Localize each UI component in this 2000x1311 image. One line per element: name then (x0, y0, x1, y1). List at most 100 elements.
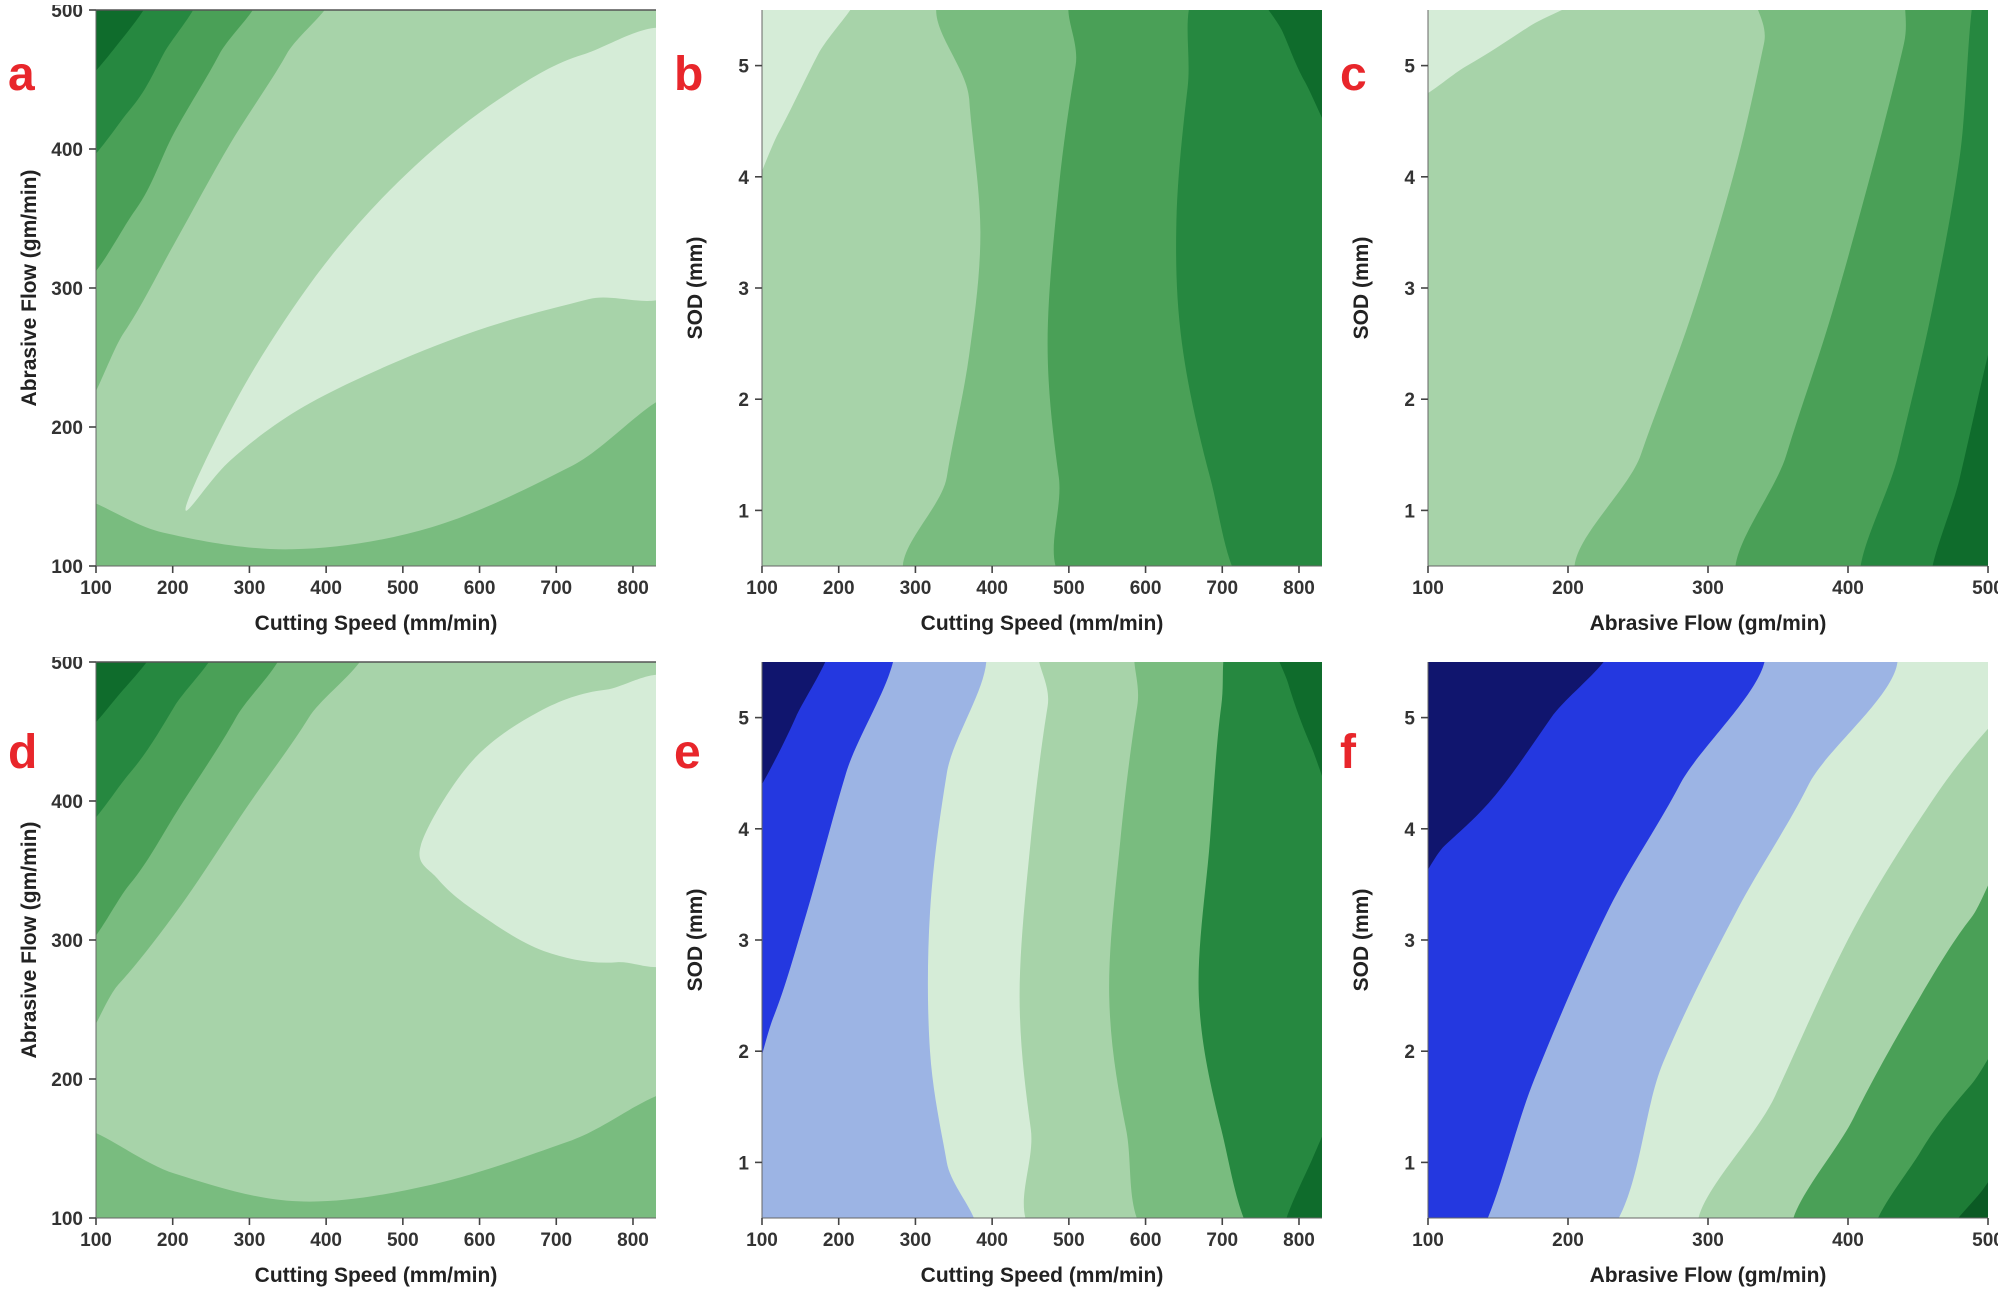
x-tick-label: 800 (617, 1230, 649, 1251)
x-axis-title: Abrasive Flow (gm/min) (1590, 612, 1827, 635)
y-axis-title: Abrasive Flow (gm/min) (18, 822, 41, 1059)
x-tick-label: 200 (823, 578, 855, 599)
x-tick-label: 100 (746, 1230, 778, 1251)
y-axis-title: SOD (mm) (684, 889, 707, 992)
panel-label-d: d (8, 726, 38, 779)
x-tick-label: 500 (387, 578, 419, 599)
contour-band (96, 402, 656, 566)
x-tick-label: 300 (900, 1230, 932, 1251)
band-group (1428, 10, 1988, 566)
x-tick-label: 600 (464, 1230, 496, 1251)
contour-band (1428, 10, 1562, 94)
y-tick-label: 4 (738, 820, 749, 841)
band-group (96, 10, 656, 566)
y-tick-label: 300 (51, 931, 83, 952)
y-tick-label: 3 (738, 279, 749, 300)
y-tick-label: 500 (51, 5, 83, 22)
x-tick-label: 600 (464, 578, 496, 599)
y-tick-label: 4 (738, 168, 749, 189)
x-tick-label: 800 (1283, 578, 1315, 599)
panel-c: c 100 200 300 400 500 1 2 3 4 5 Abrasive Flow (gm/… (1332, 5, 1998, 657)
contour-plot-b: 100 200 300 400 500 600 700 800 1 2 3 4 5 Cutting Spe… (684, 10, 1322, 635)
contour-plot-e: 100 200 300 400 500 600 700 800 1 2 3 4 5 Cutting Spe… (684, 662, 1322, 1287)
y-tick-label: 5 (1404, 709, 1415, 730)
x-axis-title: Cutting Speed (mm/min) (255, 612, 498, 635)
y-tick-label: 5 (738, 57, 749, 78)
contour-plot-f: 100 200 300 400 500 1 2 3 4 5 Abrasive Flow (gm/mi… (1350, 662, 1998, 1287)
y-tick-label: 400 (51, 140, 83, 161)
x-tick-label: 400 (1832, 578, 1864, 599)
panel-label-f: f (1340, 726, 1356, 779)
x-tick-label: 700 (1206, 578, 1238, 599)
x-tick-label: 300 (234, 1230, 266, 1251)
contour-band (185, 27, 656, 511)
x-tick-label: 300 (1692, 1230, 1724, 1251)
y-tick-label: 1 (1404, 1153, 1415, 1174)
panel-b: b 100 200 300 400 500 600 700 800 1 2 3 4 5 Cutting S… (666, 5, 1332, 657)
y-tick-label: 500 (51, 657, 83, 674)
panel-d: d 100 200 300 400 500 600 700 800 100 200 300 400 50… (0, 657, 666, 1309)
y-tick-label: 4 (1404, 820, 1415, 841)
y-tick-label: 300 (51, 279, 83, 300)
x-tick-label: 200 (157, 578, 189, 599)
band-group (96, 662, 656, 1218)
x-tick-label: 500 (1053, 1230, 1085, 1251)
contour-band (762, 662, 893, 1056)
x-tick-label: 200 (823, 1230, 855, 1251)
x-tick-label: 400 (976, 1230, 1008, 1251)
x-tick-label: 500 (1053, 578, 1085, 599)
x-tick-label: 800 (1283, 1230, 1315, 1251)
x-tick-label: 200 (157, 1230, 189, 1251)
contour-band (96, 662, 147, 723)
contour-band (762, 10, 851, 172)
y-tick-label: 1 (738, 501, 749, 522)
x-tick-label: 400 (310, 578, 342, 599)
x-tick-label: 100 (1412, 578, 1444, 599)
y-tick-label: 3 (1404, 279, 1415, 300)
contour-band (1932, 354, 1988, 566)
panel-label-c: c (1340, 48, 1367, 101)
panel-f: f 100 200 300 400 500 1 2 3 4 5 Abrasive Flow (gm/… (1332, 657, 1998, 1309)
x-tick-label: 400 (1832, 1230, 1864, 1251)
panel-grid: a 100 200 300 400 500 600 700 800 100 200 300 400 50… (0, 5, 2000, 1309)
y-tick-label: 200 (51, 1070, 83, 1091)
y-axis-title: SOD (mm) (1350, 889, 1373, 992)
x-tick-label: 500 (1972, 1230, 1998, 1251)
contour-band (1428, 662, 1604, 870)
contour-band (1878, 1059, 1988, 1218)
x-axis-title: Cutting Speed (mm/min) (255, 1264, 498, 1287)
contour-band (762, 662, 826, 785)
x-tick-label: 200 (1552, 1230, 1584, 1251)
y-tick-label: 1 (1404, 501, 1415, 522)
y-tick-label: 2 (1404, 1042, 1415, 1063)
panel-label-a: a (8, 48, 35, 101)
x-tick-label: 300 (234, 578, 266, 599)
contour-band (96, 662, 209, 818)
y-tick-label: 4 (1404, 168, 1415, 189)
x-tick-label: 400 (310, 1230, 342, 1251)
x-tick-label: 100 (80, 578, 112, 599)
y-tick-label: 2 (1404, 390, 1415, 411)
x-tick-label: 300 (1692, 578, 1724, 599)
contour-plot-d: 100 200 300 400 500 600 700 800 100 200 300 400 500 C… (18, 657, 656, 1287)
x-tick-label: 600 (1130, 578, 1162, 599)
contour-band (1286, 1136, 1322, 1218)
x-tick-label: 700 (1206, 1230, 1238, 1251)
y-axis-title: Abrasive Flow (gm/min) (18, 170, 41, 407)
x-axis-title: Cutting Speed (mm/min) (921, 612, 1164, 635)
x-tick-label: 800 (617, 578, 649, 599)
panel-label-e: e (674, 726, 701, 779)
x-tick-label: 300 (900, 578, 932, 599)
contour-band (1176, 10, 1322, 566)
panel-e: e 100 200 300 400 500 600 700 800 1 2 3 4 5 Cutting S… (666, 657, 1332, 1309)
contour-band (419, 674, 656, 967)
contour-plot-a: 100 200 300 400 500 600 700 800 100 200 300 400 500 C… (18, 5, 656, 635)
x-tick-label: 200 (1552, 578, 1584, 599)
y-tick-label: 100 (51, 1209, 83, 1230)
contour-plot-c: 100 200 300 400 500 1 2 3 4 5 Abrasive Flow (gm/mi… (1350, 10, 1998, 635)
contour-band (1428, 662, 1765, 1218)
y-tick-label: 100 (51, 557, 83, 578)
panel-label-b: b (674, 48, 704, 101)
y-tick-label: 5 (1404, 57, 1415, 78)
